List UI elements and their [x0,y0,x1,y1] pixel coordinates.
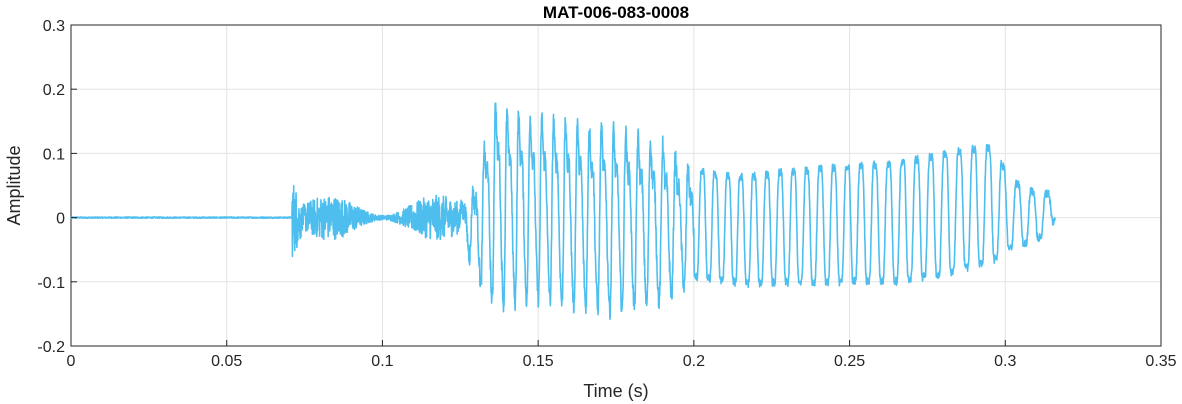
y-tick-label: -0.2 [37,339,65,356]
x-axis: 0 0.05 0.1 0.15 0.2 0.25 0.3 0.35 [67,340,1177,370]
x-tick-label: 0 [67,353,76,370]
x-tick-label: 0.1 [371,353,393,370]
waveform-series-line [70,102,1056,320]
y-axis-label: Amplitude [4,145,24,225]
y-tick-label: 0.2 [43,82,65,99]
y-tick-label: -0.1 [37,275,65,292]
x-tick-label: 0.2 [683,353,705,370]
chart-title: MAT-006-083-0008 [543,3,689,22]
y-axis: -0.2 -0.1 0 0.1 0.2 0.3 [37,18,77,356]
x-tick-label: 0.3 [994,353,1016,370]
plot-frame [70,24,1162,347]
x-tick-label: 0.05 [211,353,242,370]
x-axis-label: Time (s) [583,381,648,401]
x-tick-label: 0.25 [834,353,865,370]
x-tick-label: 0.35 [1145,353,1176,370]
y-tick-label: 0.1 [43,146,65,163]
y-tick-label: 0 [56,211,65,228]
grid [70,24,1162,347]
x-tick-label: 0.15 [523,353,554,370]
y-tick-label: 0.3 [43,18,65,35]
